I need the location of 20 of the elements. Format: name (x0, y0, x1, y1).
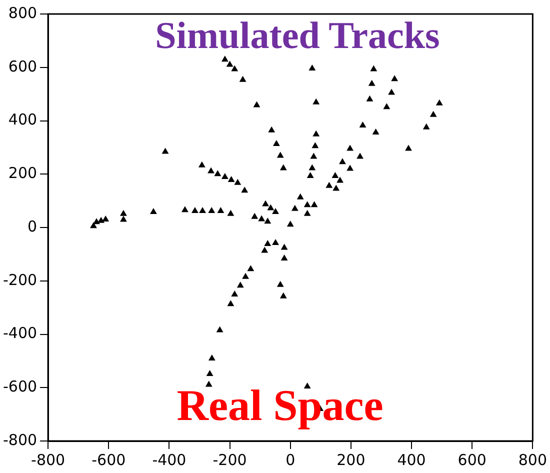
y-tick-label: -600 (2, 378, 38, 396)
y-tick-label: 0 (27, 217, 38, 236)
x-tick-label: 0 (286, 450, 296, 469)
x-tick-label: -200 (212, 450, 247, 469)
x-tick-label: 200 (336, 450, 366, 469)
y-tick-label: 400 (8, 110, 38, 129)
x-tick-label: -400 (152, 450, 186, 469)
x-tick-label: -600 (92, 450, 126, 469)
x-tick-label: 400 (397, 450, 426, 469)
x-tick-label: 800 (518, 450, 548, 469)
x-tick-label: -800 (31, 450, 66, 469)
annotation: Real Space (176, 381, 384, 430)
y-tick-label: 200 (8, 164, 38, 182)
y-tick-label: -400 (2, 324, 38, 342)
y-tick-label: 600 (8, 57, 38, 76)
y-tick-label: -800 (2, 430, 38, 449)
chart-title: Simulated Tracks (155, 15, 440, 57)
x-tick-label: 600 (458, 450, 486, 469)
y-tick-label: -200 (2, 270, 38, 289)
y-tick-label: 800 (8, 4, 38, 22)
